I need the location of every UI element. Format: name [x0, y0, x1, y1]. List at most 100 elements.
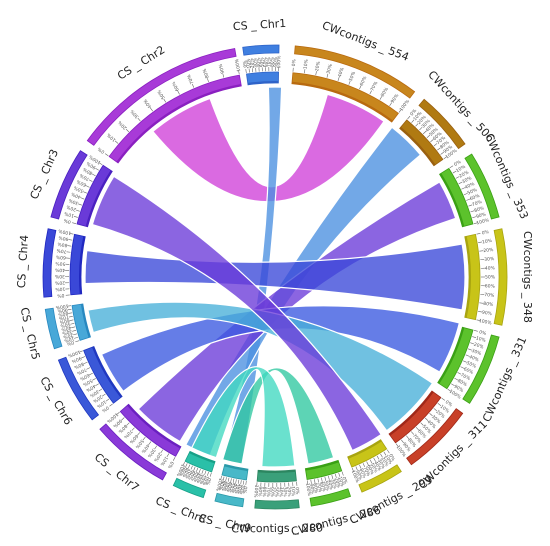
tick-label: 40%	[464, 181, 476, 191]
tick-label: 10%	[289, 486, 296, 497]
link-ribbon-7	[87, 301, 434, 432]
tick-label: 10%	[63, 335, 75, 344]
segment-band-edge-CW348	[464, 236, 472, 318]
tick-mark	[337, 76, 340, 81]
tick-mark	[411, 119, 415, 123]
tick-label: 50%	[189, 470, 199, 482]
tick-label: 90%	[70, 355, 82, 365]
tick-label: 80%	[202, 67, 211, 79]
tick-label: 0%	[478, 329, 487, 337]
segment-band-edge-CS_Chr6	[92, 346, 123, 398]
tick-mark	[142, 436, 146, 441]
tick-mark	[317, 478, 319, 483]
tick-label: 50%	[228, 482, 236, 494]
tick-mark	[380, 453, 383, 458]
segment-label-CS_Chr4: CS _ Chr4	[15, 235, 31, 289]
tick-label: 100%	[66, 348, 81, 358]
tick-mark	[86, 367, 91, 370]
segment-outer-CW506	[418, 98, 466, 150]
tick-mark	[310, 479, 312, 484]
tick-mark	[447, 388, 452, 392]
tick-label: 30%	[484, 256, 495, 263]
tick-label: 40%	[192, 472, 201, 484]
tick-label: 20%	[333, 477, 342, 489]
tick-mark	[89, 372, 93, 376]
tick-label: 20%	[483, 247, 494, 254]
tick-label: 70%	[122, 428, 134, 440]
segment-outer-CS_Chr6	[57, 356, 100, 421]
tick-label: 90%	[442, 144, 454, 155]
segment-band-edge-CW353	[439, 173, 465, 227]
tick-label: 80%	[56, 241, 68, 249]
tick-mark	[386, 449, 390, 454]
tick-mark	[187, 464, 191, 469]
tick-mark	[472, 216, 477, 219]
tick-label: 0%	[409, 107, 419, 117]
tick-mark	[338, 472, 341, 477]
tick-mark	[366, 461, 369, 466]
tick-mark	[137, 117, 141, 122]
tick-label: 80%	[456, 378, 468, 388]
tick-mark	[67, 308, 72, 311]
segment-outer-CW311	[406, 408, 464, 466]
tick-label: 70%	[362, 466, 372, 478]
tick-label: 80%	[220, 480, 228, 492]
tick-label: 70%	[265, 487, 271, 498]
tick-label: 70%	[369, 80, 379, 92]
link-ribbon-8	[91, 175, 383, 452]
tick-mark	[74, 336, 79, 339]
tick-mark	[78, 203, 83, 206]
tick-mark	[238, 70, 240, 75]
segment-label-CS_Chr5: CS _ Chr5	[18, 306, 43, 361]
tick-mark	[376, 455, 380, 460]
segment-outer-CW286	[309, 488, 352, 507]
tick-mark	[321, 477, 323, 482]
tick-mark	[166, 453, 170, 458]
tick-label: 10%	[238, 484, 246, 496]
tick-label: 70%	[471, 199, 483, 208]
tick-mark	[75, 340, 80, 343]
tick-label: 70%	[435, 135, 447, 146]
tick-label: 30%	[146, 447, 157, 459]
tick-label: 20%	[285, 486, 292, 497]
tick-label: 0%	[56, 292, 64, 299]
tick-mark	[207, 78, 209, 83]
tick-mark	[190, 465, 193, 470]
tick-label: 100%	[399, 98, 412, 112]
tick-mark	[470, 210, 475, 213]
segment-label-CW280: CWcontigs _ 280	[231, 522, 323, 536]
tick-mark	[440, 151, 444, 155]
tick-mark	[395, 443, 399, 448]
tick-label: 0%	[444, 399, 454, 408]
tick-label: 30%	[88, 388, 100, 399]
tick-label: 10%	[383, 454, 394, 466]
link-ribbon-9	[221, 367, 335, 465]
tick-mark	[101, 393, 106, 397]
tick-label: 10%	[245, 58, 252, 69]
segment-label-CW348: CWcontigs _ 348	[521, 231, 534, 323]
tick-mark	[468, 204, 473, 207]
segment-outer-CS_Chr2	[86, 48, 237, 146]
tick-mark	[415, 426, 419, 431]
tick-label: 90%	[111, 418, 123, 430]
tick-label: 80%	[380, 86, 391, 98]
tick-mark	[69, 319, 74, 321]
tick-mark	[92, 378, 96, 381]
tick-label: 0%	[242, 59, 249, 68]
tick-label: 30%	[252, 57, 259, 68]
tick-label: 100%	[214, 478, 223, 493]
tick-label: 90%	[217, 480, 225, 492]
tick-label: 60%	[485, 283, 496, 289]
tick-mark	[314, 479, 316, 484]
tick-label: 40%	[326, 479, 335, 491]
tick-label: 70%	[183, 468, 193, 480]
tick-mark	[419, 127, 423, 131]
tick-label: 20%	[473, 342, 485, 351]
tick-mark	[326, 73, 329, 78]
tick-label: 0%	[291, 58, 298, 66]
tick-label: 90%	[178, 466, 188, 478]
tick-label: 70%	[315, 482, 323, 494]
tick-mark	[379, 96, 383, 100]
tick-mark	[454, 377, 459, 381]
